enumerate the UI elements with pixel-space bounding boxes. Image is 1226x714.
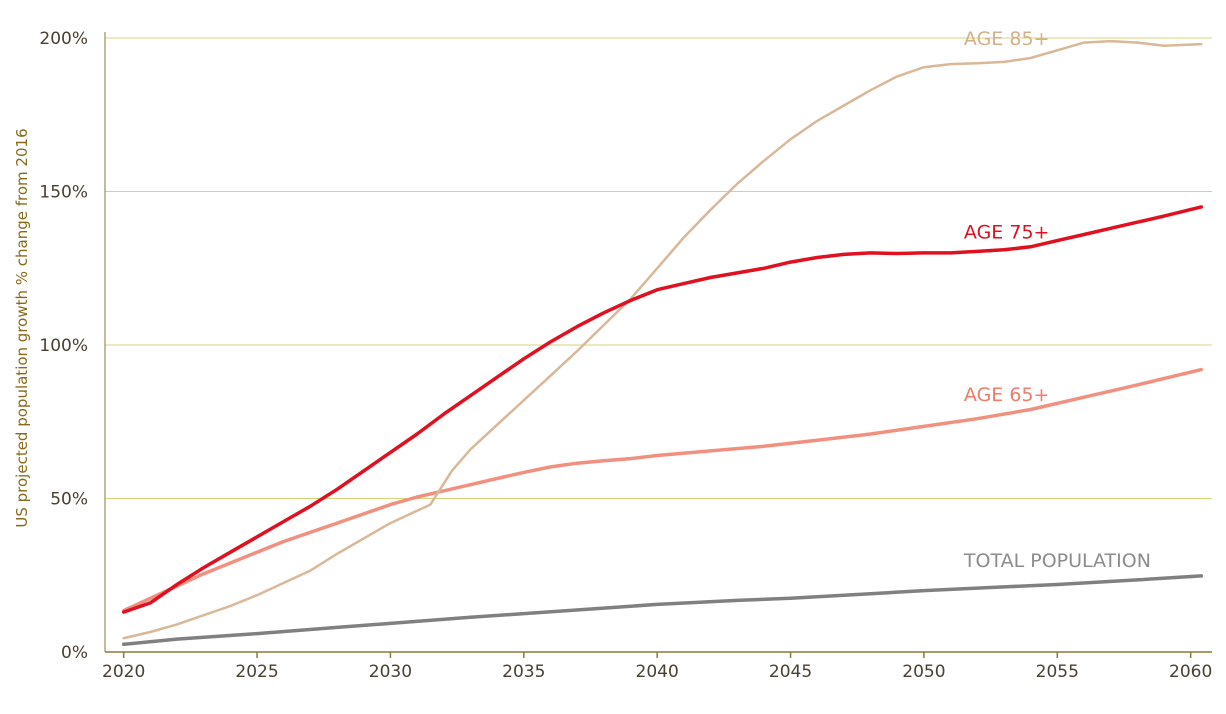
series-label: AGE 85+ (964, 28, 1050, 50)
x-tick-label: 2045 (769, 662, 812, 682)
series-line-age-65 (121, 367, 1204, 613)
axes: 0% 50% 100% 150% 200% 2020 2025 2030 2035 2040 204… (39, 29, 1212, 682)
x-tick-label: 2020 (102, 662, 145, 682)
series-lines (121, 39, 1204, 647)
x-tick-label: 2035 (502, 662, 545, 682)
y-tick-label: 200% (39, 29, 88, 49)
y-tick-label: 100% (39, 336, 88, 356)
series-label: AGE 75+ (964, 221, 1050, 243)
series-line-age-85 (122, 39, 1203, 640)
y-tick-label: 50% (50, 490, 88, 510)
series-line-age-75 (121, 205, 1204, 614)
y-axis-label: US projected population growth % change … (13, 128, 31, 527)
series-labels: AGE 85+ AGE 75+ AGE 65+ TOTAL POPULATION (963, 28, 1151, 572)
series-line-total-population (121, 574, 1204, 647)
series-label: TOTAL POPULATION (963, 550, 1151, 572)
x-tick-label: 2050 (902, 662, 945, 682)
x-tick-label: 2025 (235, 662, 278, 682)
y-tick-label: 150% (39, 183, 88, 203)
x-tick-label: 2060 (1169, 662, 1212, 682)
x-tick-label: 2030 (369, 662, 412, 682)
x-tick-label: 2055 (1036, 662, 1079, 682)
series-label: AGE 65+ (964, 384, 1050, 406)
x-tick-label: 2040 (636, 662, 679, 682)
grid-lines (105, 37, 1212, 499)
y-tick-label: 0% (61, 643, 88, 663)
